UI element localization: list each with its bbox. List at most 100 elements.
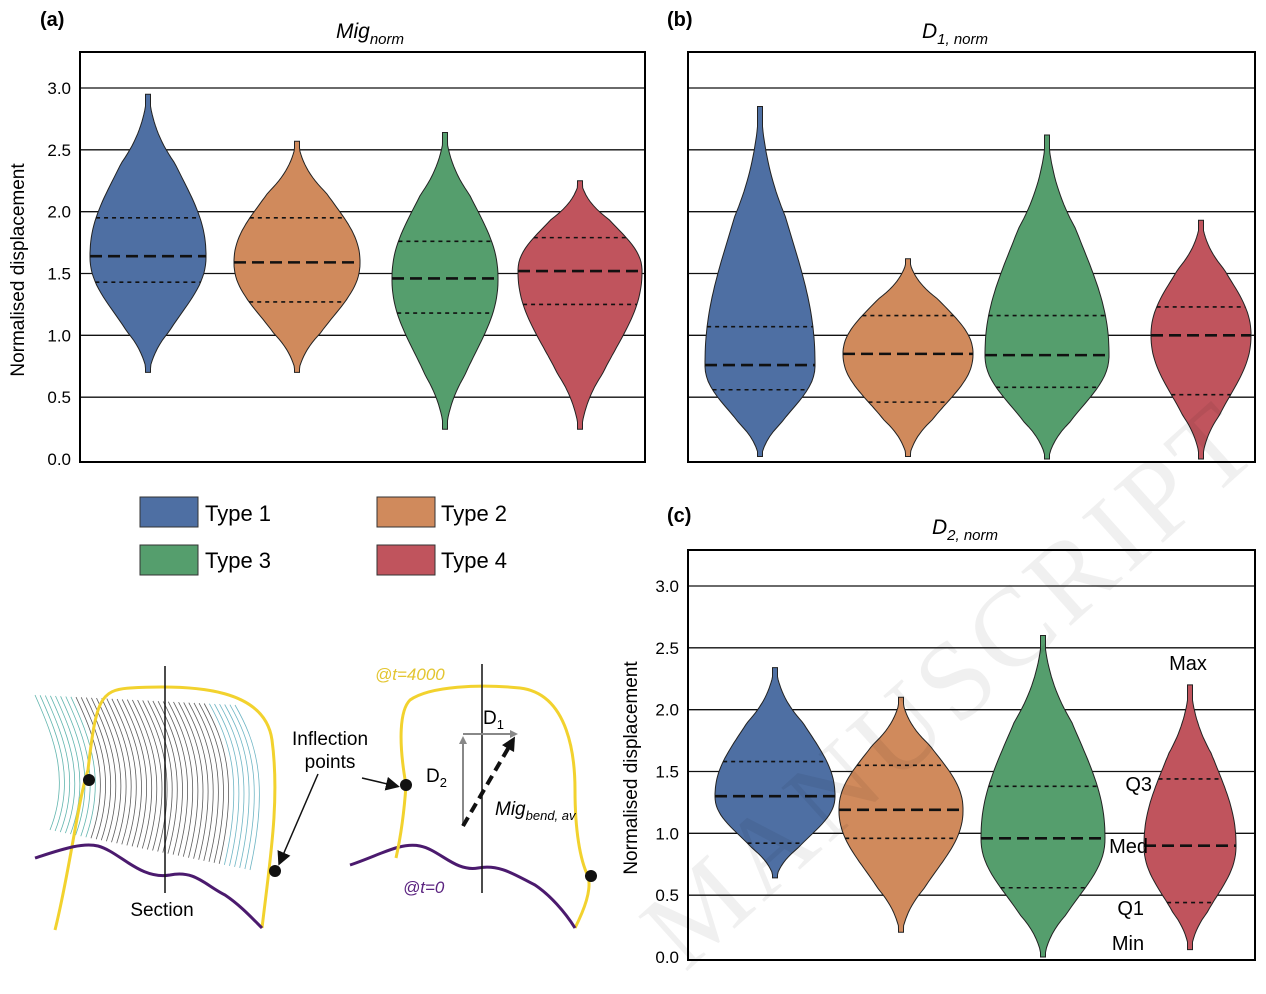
y-tick-label: 2.0 xyxy=(655,701,679,720)
stat-label-q1: Q1 xyxy=(1117,898,1144,920)
legend-swatch xyxy=(139,544,199,576)
mesh-line xyxy=(147,700,173,853)
panel-title: D2, norm xyxy=(932,516,998,544)
violin-body xyxy=(842,258,974,457)
mesh-line xyxy=(60,696,86,836)
inflection-point xyxy=(269,865,281,877)
inflection-label-line2: points xyxy=(305,752,356,773)
bend-evolution-mesh xyxy=(34,694,260,871)
legend-swatch xyxy=(376,544,436,576)
stat-label-max: Max xyxy=(1169,653,1207,675)
meander-evolution-sketch: Section Inflection points xyxy=(34,666,400,931)
y-tick-label: 3.0 xyxy=(655,577,679,596)
mig-arrow xyxy=(461,736,516,828)
mesh-line xyxy=(234,704,260,871)
initial-channel-line xyxy=(349,843,577,929)
inflection-point xyxy=(400,779,412,791)
panel-c: (c) D2, norm Normalised displacement 0.0… xyxy=(621,505,1256,963)
inflection-label-line1: Inflection xyxy=(292,729,368,750)
mesh-line xyxy=(121,699,147,848)
mesh-line xyxy=(214,703,240,866)
y-axis-label: Normalised displacement xyxy=(8,163,29,377)
mesh-line xyxy=(178,702,204,859)
mesh-line xyxy=(183,702,209,860)
violin-body xyxy=(704,106,816,457)
panel-a: (a) Mignorm Normalised displacement 0.0 0… xyxy=(8,9,646,469)
mesh-line xyxy=(101,698,127,844)
inflection-pointer xyxy=(277,773,319,866)
y-tick-label: 0.0 xyxy=(47,450,71,469)
y-tick-label: 0.0 xyxy=(655,948,679,963)
mesh-line xyxy=(50,695,76,834)
mesh-line xyxy=(96,697,122,843)
figure: (a) Mignorm Normalised displacement 0.0 0… xyxy=(8,9,1256,963)
mesh-line xyxy=(198,703,224,863)
legend-label: Type 2 xyxy=(441,501,507,526)
y-tick-label: 2.5 xyxy=(655,639,679,658)
violin-body xyxy=(714,667,836,879)
y-tick-label: 1.0 xyxy=(47,326,71,345)
inflection-point xyxy=(83,774,95,786)
mesh-line xyxy=(203,703,230,864)
mesh-line xyxy=(116,698,142,847)
mesh-line xyxy=(152,700,178,854)
mig-label: Migbend, av xyxy=(495,799,577,823)
legend-label: Type 3 xyxy=(205,548,271,573)
mesh-line xyxy=(126,699,153,849)
panel-title: D1, norm xyxy=(922,20,988,48)
mesh-line xyxy=(224,704,250,868)
violin-body xyxy=(233,140,361,373)
mesh-line xyxy=(188,702,214,861)
mesh-line xyxy=(219,704,245,867)
mesh-line xyxy=(173,701,199,858)
panel-title: Mignorm xyxy=(336,20,404,48)
y-tick-label: 0.5 xyxy=(47,388,71,407)
final-channel-line xyxy=(394,784,408,859)
mesh-line xyxy=(80,697,106,840)
final-channel-line xyxy=(53,685,277,931)
d2-label: D2 xyxy=(426,766,447,790)
violin-body xyxy=(1150,219,1252,460)
legend-swatch xyxy=(139,496,199,528)
stat-label-med: Med xyxy=(1109,836,1148,858)
plot-frame xyxy=(79,51,646,463)
violin-body xyxy=(984,134,1110,460)
time-label-end: @t=4000 xyxy=(375,665,445,684)
violin-body xyxy=(838,696,964,933)
legend: Type 1 Type 2 Type 3 Type 4 xyxy=(139,496,507,576)
section-label: Section xyxy=(130,900,193,921)
mesh-line xyxy=(209,703,235,865)
mesh-line xyxy=(39,695,65,832)
mesh-line xyxy=(75,696,101,839)
stat-label-min: Min xyxy=(1112,933,1144,955)
initial-channel-line xyxy=(34,843,264,930)
y-tick-label: 2.0 xyxy=(47,203,71,222)
mesh-line xyxy=(229,704,255,870)
y-tick-label: 0.5 xyxy=(655,886,679,905)
mesh-line xyxy=(44,695,71,833)
legend-label: Type 1 xyxy=(205,501,271,526)
mesh-line xyxy=(106,698,132,845)
time-label-start: @t=0 xyxy=(403,878,445,897)
violin-body xyxy=(391,132,499,430)
mesh-line xyxy=(137,699,163,851)
mesh-line xyxy=(70,696,96,838)
y-tick-label: 3.0 xyxy=(47,79,71,98)
violin-body xyxy=(89,93,207,373)
panel-b: (b) D1, norm xyxy=(667,9,1256,463)
mesh-line xyxy=(85,697,112,841)
panel-tag: (b) xyxy=(667,9,693,31)
mesh-line xyxy=(34,694,60,831)
mesh-line xyxy=(167,701,194,857)
y-tick-label: 1.5 xyxy=(655,763,679,782)
y-axis-label: Normalised displacement xyxy=(621,661,642,875)
y-tick-label: 1.0 xyxy=(655,824,679,843)
stat-label-q3: Q3 xyxy=(1125,774,1152,796)
panel-tag: (a) xyxy=(40,9,64,31)
stat-annotations: Max Q3 Med Q1 Min xyxy=(1109,653,1207,955)
inflection-pointer xyxy=(361,776,400,791)
violin-body xyxy=(1143,684,1237,951)
y-tick-label: 1.5 xyxy=(47,265,71,284)
legend-swatch xyxy=(376,496,436,528)
plot-frame xyxy=(687,51,1256,463)
